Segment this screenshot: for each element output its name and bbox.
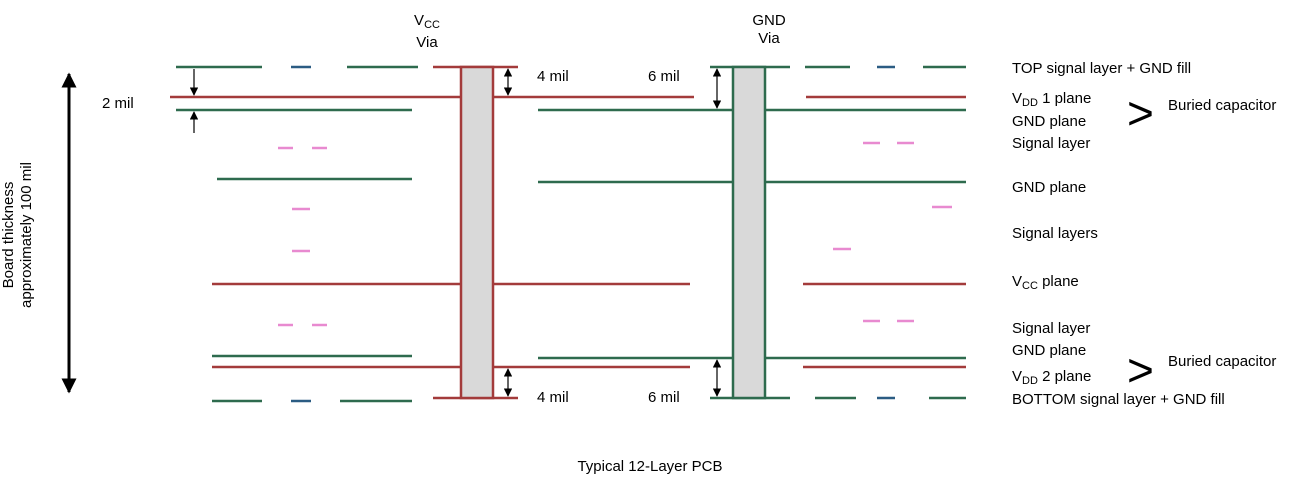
layer-label-signal-layers: Signal layers bbox=[1012, 225, 1098, 242]
board-thickness-label: Board thickness approximately 100 mil bbox=[0, 140, 40, 330]
gnd-via-word: Via bbox=[758, 30, 780, 47]
gnd-via-barrel bbox=[731, 65, 767, 400]
dim-4mil-bottom-label: 4 mil bbox=[537, 389, 569, 406]
dim-6mil-top-label: 6 mil bbox=[648, 68, 680, 85]
layer-label-signal-1: Signal layer bbox=[1012, 135, 1091, 152]
buried-capacitor-bottom-symbol: > bbox=[1127, 344, 1154, 396]
layer-label-vdd2: VDD 2 plane bbox=[1012, 368, 1092, 387]
vcc-via-name: VCC bbox=[414, 12, 440, 31]
buried-capacitor-bottom-label: Buried capacitor bbox=[1168, 353, 1277, 370]
layer-label-gnd-plane-1: GND plane bbox=[1012, 113, 1087, 130]
dim-2mil-label: 2 mil bbox=[102, 95, 134, 112]
vcc-via-label: VCC Via bbox=[372, 12, 482, 52]
buried-capacitor-top-symbol: > bbox=[1127, 87, 1154, 139]
layer-label-gnd-plane-2: GND plane bbox=[1012, 179, 1087, 196]
vcc-via-word: Via bbox=[416, 34, 438, 51]
dim-4mil-top-label: 4 mil bbox=[537, 68, 569, 85]
gnd-via-label: GND Via bbox=[714, 12, 824, 48]
board-thickness-line1: Board thickness bbox=[0, 181, 17, 289]
layer-label-gnd-plane-3: GND plane bbox=[1012, 342, 1087, 359]
layer-label-bottom: BOTTOM signal layer + GND fill bbox=[1012, 391, 1225, 408]
dim-6mil-bottom-label: 6 mil bbox=[648, 389, 680, 406]
buried-capacitor-top-label: Buried capacitor bbox=[1168, 97, 1277, 114]
layer-label-vcc: VCC plane bbox=[1012, 273, 1079, 292]
layer-label-signal-2: Signal layer bbox=[1012, 320, 1091, 337]
layer-label-vdd1: VDD 1 plane bbox=[1012, 90, 1092, 109]
figure-caption: Typical 12-Layer PCB bbox=[577, 458, 723, 475]
layer-label-top: TOP signal layer + GND fill bbox=[1012, 60, 1192, 77]
vcc-via-barrel bbox=[459, 65, 495, 400]
board-thickness-line2: approximately 100 mil bbox=[18, 162, 35, 308]
gnd-via-name: GND bbox=[752, 12, 786, 29]
